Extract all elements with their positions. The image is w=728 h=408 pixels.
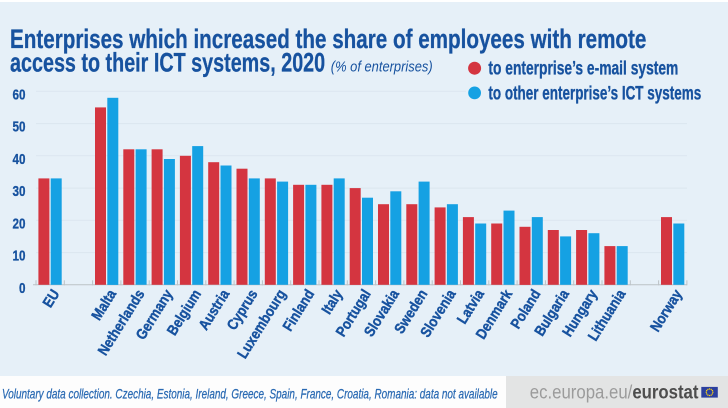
svg-text:Voluntary data collection. Cze: Voluntary data collection. Czechia, Esto… (2, 386, 498, 402)
svg-text:30: 30 (12, 183, 25, 200)
svg-text:10: 10 (12, 247, 25, 264)
svg-text:60: 60 (12, 86, 25, 103)
svg-text:(% of enterprises): (% of enterprises) (331, 58, 433, 75)
svg-text:to other enterprise’s ICT syst: to other enterprise’s ICT systems (488, 82, 701, 104)
svg-text:access to their ICT systems, 2: access to their ICT systems, 2020 (10, 48, 325, 78)
svg-text:40: 40 (12, 150, 25, 167)
svg-text:ec.europa.eu/eurostat: ec.europa.eu/eurostat (530, 382, 699, 403)
svg-text:to enterprise’s e-mail system: to enterprise’s e-mail system (488, 57, 678, 79)
svg-text:0: 0 (19, 279, 26, 296)
svg-text:Enterprises which increased th: Enterprises which increased the share of… (10, 25, 646, 55)
svg-text:20: 20 (12, 215, 25, 232)
svg-text:50: 50 (12, 118, 25, 135)
